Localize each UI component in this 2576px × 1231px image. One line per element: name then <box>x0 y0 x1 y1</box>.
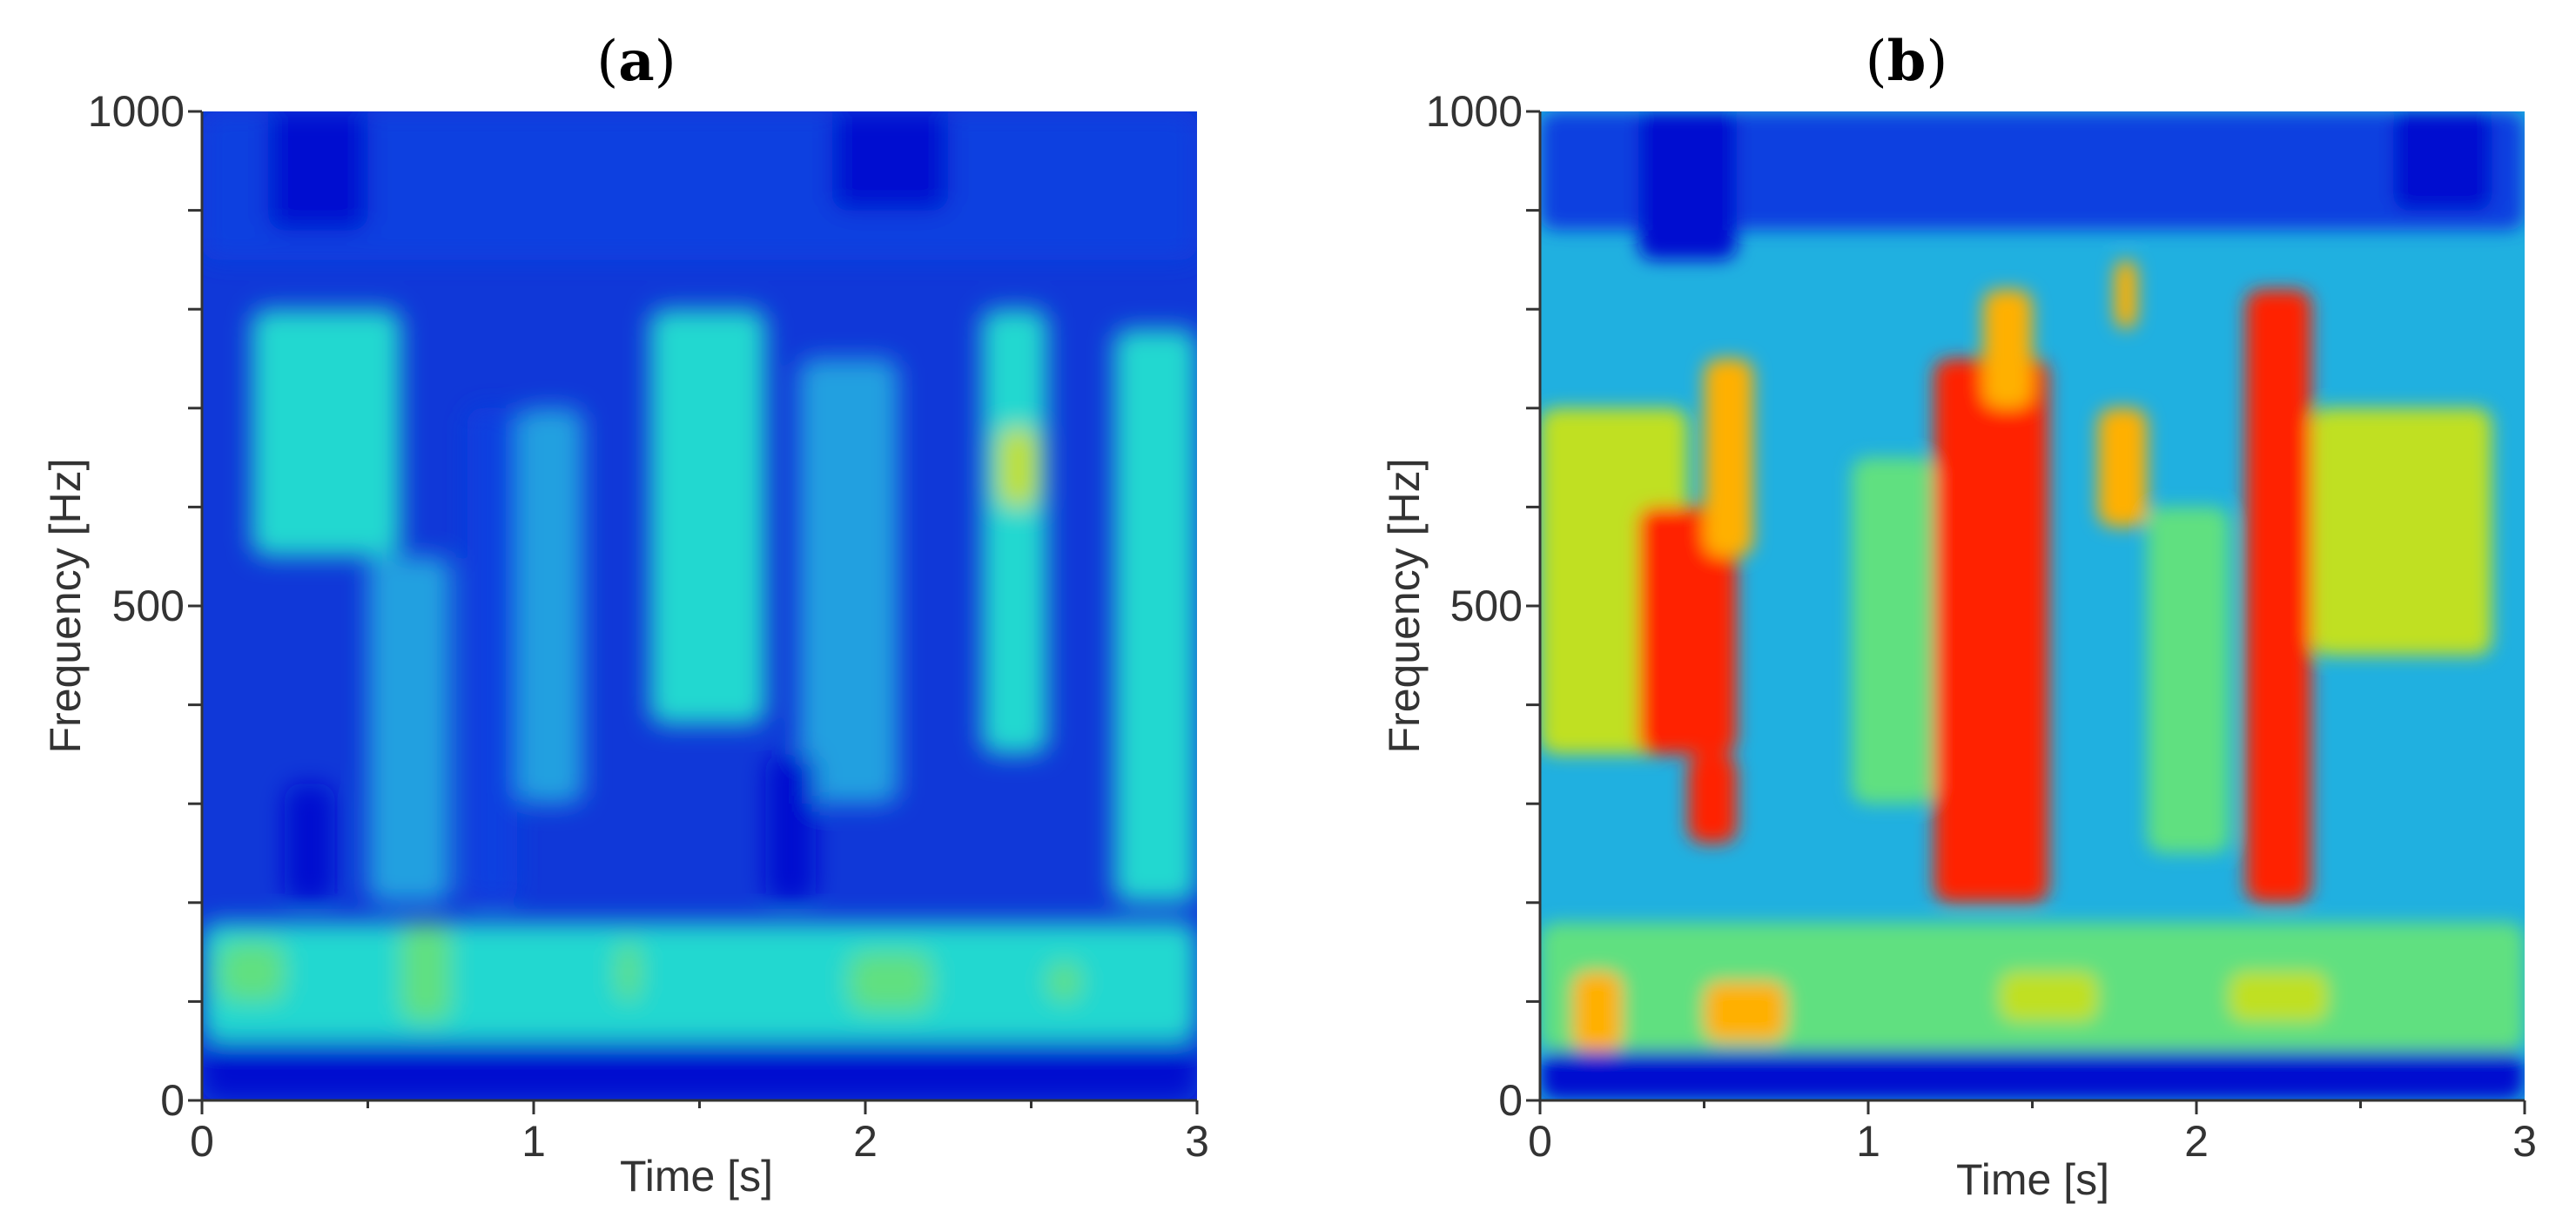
panel-b-heat-region-7 <box>1638 507 1738 755</box>
panel-a-heat-region-12 <box>981 309 1048 755</box>
panel-b-axes: 0 500 1000 0 1 2 3 <box>1426 87 2537 1166</box>
panel-b-heat-region-10 <box>1934 359 2049 903</box>
panel-b-label: b <box>1887 29 1927 94</box>
panel-a-heat-region-20 <box>831 111 949 211</box>
panel-a: (a) 0 500 1000 0 1 2 3 Time [s] Frequency [Hz] <box>41 29 1209 1201</box>
panel-b-x-tick-label: 3 <box>2512 1117 2537 1166</box>
panel-a-y-tick-label: 500 <box>112 582 185 630</box>
panel-b-heat-region-11 <box>1982 289 2033 408</box>
panel-b-heatmap <box>1540 111 2525 1100</box>
panel-b: (b) 0 500 1000 0 1 2 3 Time [s] Frequency [Hz] <box>1380 29 2537 1204</box>
panel-b-ylabel: Frequency [Hz] <box>1380 458 1429 753</box>
panel-b-heat-region-19 <box>1638 111 1738 260</box>
panel-a-heat-region-10 <box>649 309 766 725</box>
panel-a-x-tick-label: 1 <box>521 1117 546 1166</box>
panel-a-heat-region-7 <box>252 309 401 557</box>
panel-a-heat-region-6 <box>1047 961 1081 1002</box>
panel-b-heat-region-3 <box>1704 981 1786 1041</box>
panel-a-xlabel: Time [s] <box>620 1152 773 1201</box>
panel-b-y-tick-label: 1000 <box>1426 87 1523 136</box>
panel-b-heat-region-18 <box>1540 111 2525 231</box>
panel-b-heat-region-13 <box>2114 259 2138 329</box>
panel-b-x-tick-label: 2 <box>2184 1117 2209 1166</box>
panel-b-heat-region-5 <box>2229 972 2328 1022</box>
panel-b-heat-region-20 <box>2393 111 2492 211</box>
panel-b-heat-region-14 <box>2245 289 2311 903</box>
panel-a-heat-region-11 <box>798 359 899 804</box>
panel-a-heat-region-13 <box>998 427 1039 508</box>
panel-b-heat-region-12 <box>2097 407 2148 528</box>
panel-a-heatmap <box>202 111 1197 1100</box>
panel-b-heat-region-9 <box>1687 754 1738 844</box>
panel-a-y-tick-label: 1000 <box>88 87 185 136</box>
panel-a-heat-region-4 <box>616 942 640 1002</box>
panel-a-axes: 0 500 1000 0 1 2 3 <box>88 87 1209 1166</box>
panel-a-heat-region-8 <box>367 556 451 903</box>
panel-b-y-tick-label: 500 <box>1450 582 1523 630</box>
panel-b-heat-region-16 <box>1852 457 1934 804</box>
panel-a-heat-region-15 <box>285 784 335 903</box>
panel-b-heat-region-2 <box>1572 972 1623 1052</box>
panel-b-x-tick-label: 0 <box>1528 1117 1552 1166</box>
panel-a-x-tick-label: 0 <box>190 1117 214 1166</box>
panel-a-x-tick-label: 2 <box>853 1117 878 1166</box>
panel-b-xlabel: Time [s] <box>1956 1155 2109 1204</box>
panel-a-heat-region-0 <box>202 1040 1197 1100</box>
panel-a-heat-region-2 <box>219 942 286 1002</box>
panel-b-x-tick-label: 1 <box>1856 1117 1880 1166</box>
panel-a-heat-region-17 <box>765 754 816 903</box>
panel-b-heat-region-8 <box>1704 359 1754 557</box>
panel-b-y-tick-label: 0 <box>1498 1076 1523 1125</box>
panel-a-x-tick-label: 3 <box>1185 1117 1209 1166</box>
panel-a-title: (a) <box>596 29 676 94</box>
panel-a-heat-region-9 <box>516 407 584 804</box>
panel-b-heat-region-4 <box>1999 972 2098 1022</box>
panel-a-heat-region-3 <box>400 922 451 1022</box>
panel-a-heat-region-16 <box>467 407 517 903</box>
panel-a-heat-region-14 <box>1113 328 1197 903</box>
panel-b-heat-region-17 <box>2147 507 2230 853</box>
panel-a-heat-region-5 <box>848 952 932 1012</box>
panel-b-title: (b) <box>1866 29 1948 94</box>
panel-a-y-tick-label: 0 <box>160 1076 185 1125</box>
panel-b-heat-region-0 <box>1540 1051 2525 1100</box>
panel-a-heat-region-19 <box>268 111 368 231</box>
panel-a-ylabel: Frequency [Hz] <box>41 458 90 753</box>
panel-b-heat-region-15 <box>2310 407 2492 656</box>
panel-a-label: a <box>618 29 654 94</box>
